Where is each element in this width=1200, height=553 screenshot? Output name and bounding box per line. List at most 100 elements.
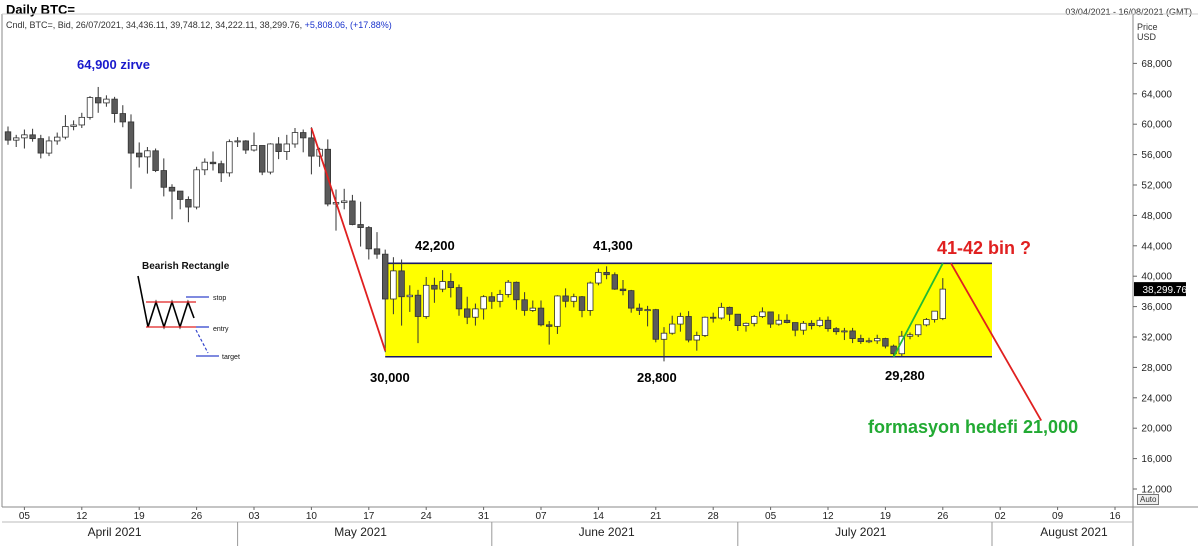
currency-label: USD [1137,32,1157,42]
target-annotation: formasyon hedefi 21,000 [868,417,1078,437]
chart-title: Daily BTC= [6,2,75,17]
candle-bear [127,121,135,154]
candle-bear [537,307,545,326]
candle-bear [857,338,864,342]
bearish-rectangle-legend: Bearish Rectangle stop entry target [137,261,240,361]
price-label: Price [1137,22,1158,32]
candle-bear [521,299,528,311]
candle-bear [299,132,307,139]
candle-bull [390,270,397,300]
candle-bull [693,335,700,341]
candle-bull [70,124,77,127]
x-tick-label: 07 [535,511,547,522]
inset-stop-label: stop [213,295,226,302]
candle-bull [660,332,668,340]
red-trend-line [310,127,387,351]
candle-bull [718,306,725,319]
x-month-label: August 2021 [1040,525,1108,539]
candle-bull [554,295,561,327]
y-tick-label: 60,000 [1141,120,1172,131]
candle-bear [217,163,225,174]
x-tick-label: 26 [937,511,949,522]
candle-bear [578,296,586,311]
candle-bear [882,338,889,347]
candle-bull [587,282,594,311]
question-annotation: 41-42 bin ? [937,238,1031,258]
candle-bear [562,295,569,302]
x-month-label: July 2021 [835,525,887,539]
y-tick-label: 12,000 [1141,485,1172,496]
candle-bear [710,316,717,319]
x-tick-label: 09 [1052,511,1064,522]
candle-bear [455,287,463,310]
candle-bear [414,294,422,317]
y-tick-label: 16,000 [1141,454,1172,465]
quote-change: +5,808.06, (+17.88%) [304,20,392,30]
candle-bull [78,116,85,126]
candle-bear [373,248,381,255]
candle-bull [234,140,241,143]
x-tick-label: 05 [765,511,777,522]
y-tick-label: 28,000 [1141,363,1172,374]
candle-bear [4,131,12,141]
candle-bear [488,296,495,302]
x-month-label: June 2021 [579,525,635,539]
price-axis-caption: Price USD [1137,22,1158,42]
candle-bear [734,313,741,327]
y-axis: 12,000 16,000 20,000 24,000 28,000 32,000 36,0… [1133,59,1187,496]
candle-bear [185,199,192,208]
candle-bull [267,143,274,173]
chart-frame [1,13,1198,546]
x-tick-label: 28 [708,511,720,522]
candle-bull [701,316,709,336]
high-41300-annotation: 41,300 [593,238,633,253]
candle-bull [12,137,20,141]
candle-bear [398,270,405,298]
candle-bear [37,138,44,154]
quote-values: Cndl, BTC=, Bid, 26/07/2021, 34,436.11, … [6,20,303,30]
current-price-label: 38,299.76 [1143,285,1188,296]
candle-bull [250,145,258,151]
annotations: 64,900 zirve 42,200 41,300 30,000 28,800 29,2… [77,57,1078,437]
candle-bull [874,338,881,342]
low-30000-annotation: 30,000 [370,370,410,385]
candle-bear [792,322,799,331]
candle-bear [381,253,389,300]
auto-scale-button[interactable]: Auto [1137,494,1160,505]
candle-bear [636,307,643,311]
x-tick-label: 19 [880,511,892,522]
candle-bull [144,150,151,158]
date-range: 03/04/2021 - 16/08/2021 (GMT) [1065,7,1192,17]
quote-line: Cndl, BTC=, Bid, 26/07/2021, 34,436.11, … [6,20,392,30]
candle-bull [669,323,676,334]
candle-bear [258,145,266,173]
candle-bull [45,140,53,154]
candle-bull [504,281,512,295]
x-tick-label: 12 [822,511,834,522]
candle-bear [447,281,454,288]
x-tick-label: 12 [76,511,88,522]
y-tick-label: 56,000 [1141,150,1172,161]
candle-bull [751,316,758,324]
candle-bear [209,161,217,165]
candle-bull [86,97,94,118]
candle-bear [808,322,815,327]
y-tick-label: 32,000 [1141,333,1172,344]
candle-bull [21,134,28,139]
candle-bear [824,319,832,330]
candle-bear [619,288,627,292]
x-tick-label: 21 [650,511,662,522]
candle-bull [677,316,684,325]
candle-bull [480,296,487,310]
x-tick-label: 24 [421,511,433,522]
candle-bear [463,308,471,318]
low-28800-annotation: 28,800 [637,370,677,385]
x-tick-label: 17 [363,511,375,522]
inset-target-dash [195,329,209,354]
candle-bear [176,190,184,200]
candle-bear [849,330,856,339]
candle-bear [119,113,126,123]
candle-bear [168,186,176,192]
